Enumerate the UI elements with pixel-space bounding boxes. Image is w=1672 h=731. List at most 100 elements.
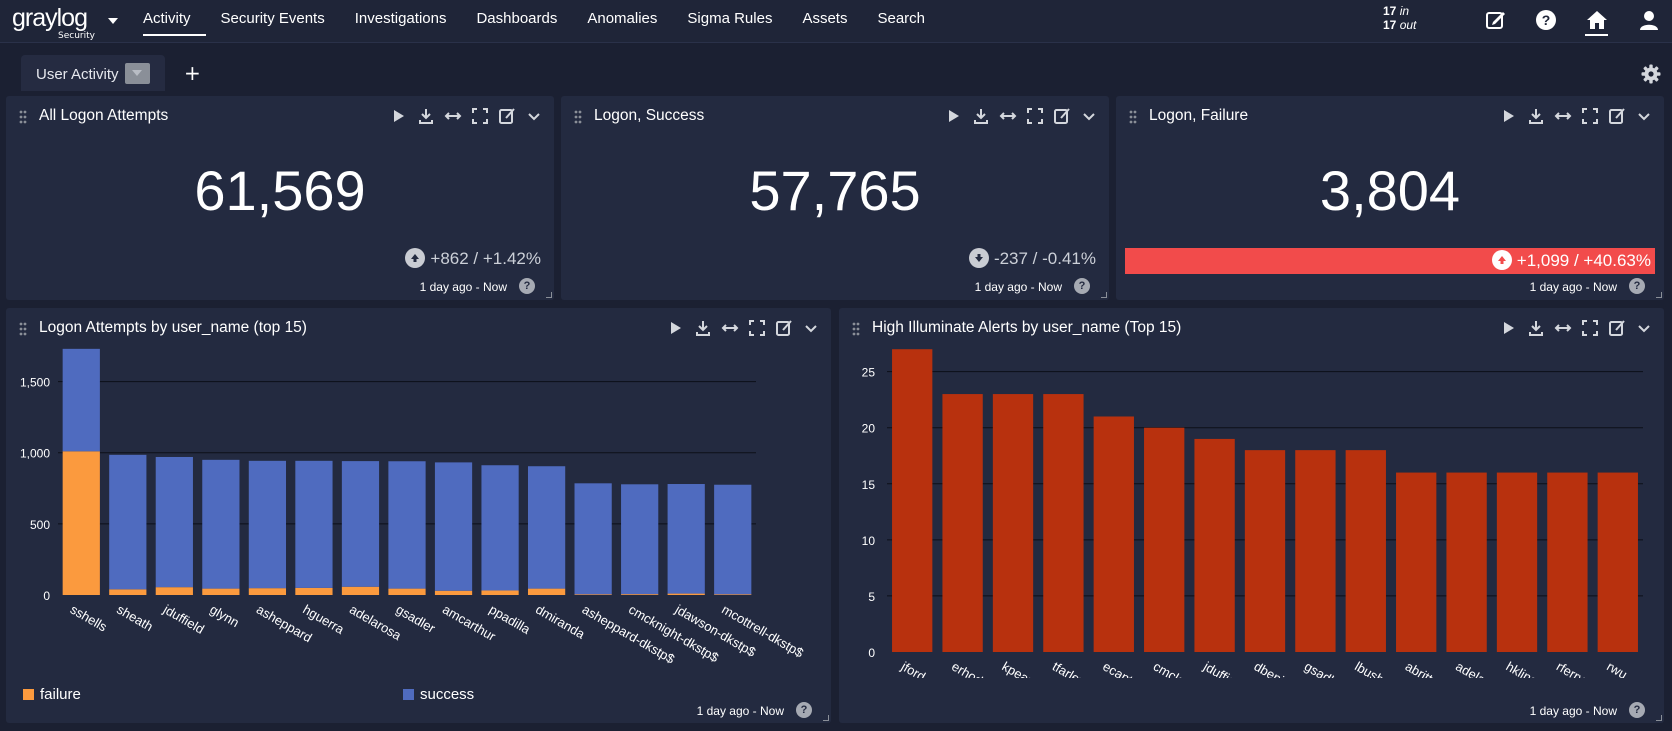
nav-anomalies[interactable]: Anomalies — [587, 10, 658, 27]
legend-item-success[interactable]: success — [403, 686, 474, 703]
widget-actions — [667, 318, 820, 338]
time-range: 1 day ago - Now — [974, 280, 1062, 294]
drag-handle-icon[interactable] — [1129, 110, 1137, 124]
resize-handle-icon[interactable] — [1656, 292, 1662, 298]
nav-security-events[interactable]: Security Events — [220, 10, 325, 27]
edit-icon[interactable] — [775, 318, 793, 338]
nav-activity[interactable]: Activity — [143, 0, 206, 42]
x-tick-label: lbusby — [1352, 659, 1392, 678]
edit-notes-icon[interactable] — [1485, 9, 1507, 31]
resize-handle-icon[interactable] — [1101, 292, 1107, 298]
caret-down-icon — [132, 70, 142, 76]
edit-icon[interactable] — [1608, 318, 1626, 338]
metric-value: 61,569 — [194, 159, 366, 222]
expand-width-icon[interactable] — [999, 106, 1017, 126]
edit-icon[interactable] — [1053, 106, 1071, 126]
graylog-logo[interactable]: graylog Security — [12, 4, 122, 42]
fullscreen-icon[interactable] — [1026, 106, 1044, 126]
bar-erhodes — [942, 394, 983, 652]
drag-handle-icon[interactable] — [852, 322, 860, 336]
widget-title: High Illuminate Alerts by user_name (Top… — [872, 319, 1182, 336]
main-nav: Activity Security Events Investigations … — [143, 0, 940, 42]
bar-success-jduffield — [155, 456, 193, 588]
help-icon[interactable]: ? — [1535, 9, 1557, 31]
x-tick-label: erhodes — [949, 659, 998, 678]
drag-handle-icon[interactable] — [574, 110, 582, 124]
play-icon[interactable] — [667, 318, 685, 338]
help-icon[interactable]: ? — [1629, 278, 1645, 294]
x-tick-label: tfarley — [1050, 659, 1089, 678]
tab-dropdown-button[interactable] — [125, 63, 150, 84]
resize-handle-icon[interactable] — [1656, 715, 1662, 721]
play-icon[interactable] — [1500, 106, 1518, 126]
home-icon[interactable] — [1586, 9, 1608, 31]
help-icon[interactable]: ? — [796, 702, 812, 718]
y-tick-label: 20 — [862, 422, 876, 436]
bar-abritt — [1396, 472, 1437, 652]
expand-width-icon[interactable] — [721, 318, 739, 338]
bar-dbenitez — [1244, 450, 1286, 652]
resize-handle-icon[interactable] — [546, 292, 552, 298]
user-menu-icon[interactable] — [1638, 9, 1660, 31]
play-icon[interactable] — [390, 106, 408, 126]
bar-tfarley — [1043, 394, 1084, 652]
bar-failure-cmcknight-dkstp$ — [621, 594, 659, 595]
y-tick-label: 5 — [868, 590, 875, 604]
throughput-out-count: 17 — [1383, 18, 1397, 32]
logon-attempts-bar-chart: 0 500 1,000 1,500 sshells sheath jduffield glyn… — [20, 348, 807, 667]
x-tick-label: kpearson — [1000, 659, 1054, 678]
widget-title: Logon Attempts by user_name (top 15) — [39, 319, 307, 336]
time-range: 1 day ago - Now — [696, 704, 784, 718]
nav-dashboards[interactable]: Dashboards — [476, 10, 558, 27]
chevron-down-icon[interactable] — [1635, 106, 1653, 126]
help-icon[interactable]: ? — [519, 278, 535, 294]
download-icon[interactable] — [1527, 318, 1545, 338]
nav-sigma-rules[interactable]: Sigma Rules — [687, 10, 773, 27]
nav-investigations[interactable]: Investigations — [354, 10, 447, 27]
help-icon[interactable]: ? — [1629, 702, 1645, 718]
download-icon[interactable] — [1527, 106, 1545, 126]
throughput-indicator[interactable]: 17 in 17 out — [1383, 4, 1416, 32]
download-icon[interactable] — [972, 106, 990, 126]
play-icon[interactable] — [1500, 318, 1518, 338]
chevron-down-icon[interactable] — [1080, 106, 1098, 126]
resize-handle-icon[interactable] — [823, 715, 829, 721]
trend-bad-highlight: +1,099 / +40.63% — [1125, 248, 1655, 274]
add-tab-button[interactable]: + — [184, 61, 201, 85]
fullscreen-icon[interactable] — [471, 106, 489, 126]
logo-wordmark: graylog — [12, 4, 88, 32]
bar-success-asheppard — [248, 460, 287, 589]
expand-width-icon[interactable] — [444, 106, 462, 126]
product-switch-caret-icon[interactable] — [108, 18, 118, 24]
home-active-underline — [1585, 34, 1608, 36]
help-icon[interactable]: ? — [1074, 278, 1090, 294]
fullscreen-icon[interactable] — [748, 318, 766, 338]
bar-failure-mcottrell-dkstp$ — [714, 594, 752, 595]
bar-success-cmcknight-dkstp$ — [621, 484, 659, 595]
edit-icon[interactable] — [498, 106, 516, 126]
fullscreen-icon[interactable] — [1581, 318, 1599, 338]
nav-search[interactable]: Search — [877, 10, 925, 27]
download-icon[interactable] — [694, 318, 712, 338]
chevron-down-icon[interactable] — [525, 106, 543, 126]
chevron-down-icon[interactable] — [1635, 318, 1653, 338]
bar-failure-adelarosa — [341, 586, 380, 595]
nav-assets[interactable]: Assets — [802, 10, 848, 27]
download-icon[interactable] — [417, 106, 435, 126]
expand-width-icon[interactable] — [1554, 106, 1572, 126]
legend-item-failure[interactable]: failure — [23, 686, 81, 703]
settings-gear-icon[interactable] — [1641, 64, 1661, 84]
x-tick-label: hkline — [1504, 659, 1541, 678]
drag-handle-icon[interactable] — [19, 322, 27, 336]
x-tick-label: dmiranda — [533, 602, 588, 642]
bar-success-dmiranda — [527, 466, 566, 589]
expand-width-icon[interactable] — [1554, 318, 1572, 338]
edit-icon[interactable] — [1608, 106, 1626, 126]
widget-actions — [390, 106, 543, 126]
play-icon[interactable] — [945, 106, 963, 126]
drag-handle-icon[interactable] — [19, 110, 27, 124]
arrow-up-icon — [405, 248, 426, 268]
fullscreen-icon[interactable] — [1581, 106, 1599, 126]
chevron-down-icon[interactable] — [802, 318, 820, 338]
tab-user-activity[interactable]: User Activity — [21, 55, 165, 91]
